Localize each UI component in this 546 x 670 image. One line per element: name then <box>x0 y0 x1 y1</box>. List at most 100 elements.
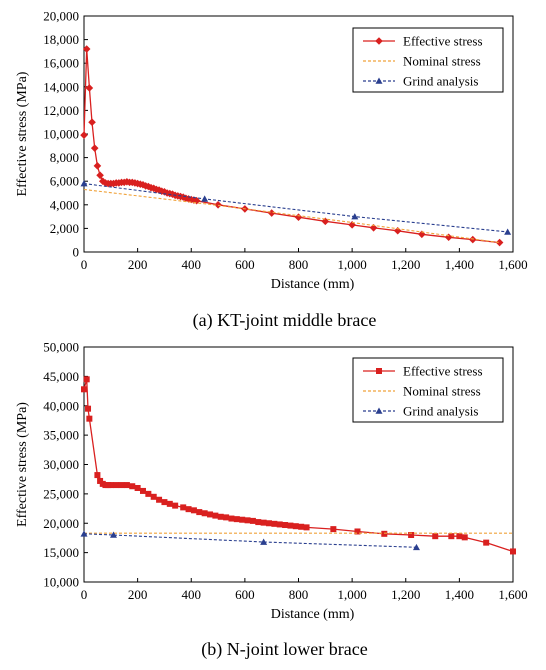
legend-label: Effective stress <box>403 364 483 379</box>
data-point <box>94 472 101 479</box>
data-point <box>96 171 104 180</box>
legend-marker <box>375 407 383 414</box>
data-point <box>381 530 388 537</box>
series-line <box>83 183 508 233</box>
data-point <box>166 500 173 507</box>
y-tick-label: 6,000 <box>50 174 79 189</box>
data-point <box>244 517 251 524</box>
data-point <box>468 235 477 244</box>
series-effective-stress <box>81 376 516 555</box>
data-point <box>212 512 219 519</box>
data-point <box>432 533 439 540</box>
y-tick-label: 16,000 <box>43 56 79 71</box>
data-point <box>412 543 420 551</box>
data-point <box>93 162 102 170</box>
legend-label: Grind analysis <box>403 74 478 89</box>
data-point <box>369 224 378 232</box>
data-point <box>271 520 278 527</box>
data-point <box>321 217 330 226</box>
data-point <box>145 490 152 497</box>
x-tick-label: 200 <box>128 587 148 602</box>
data-point <box>172 502 179 509</box>
y-tick-label: 18,000 <box>43 32 79 47</box>
y-axis-label: Effective stress (MPa) <box>15 71 30 196</box>
y-tick-label: 0 <box>73 245 80 260</box>
data-point <box>444 233 453 242</box>
data-point <box>504 228 512 235</box>
data-point <box>418 230 426 239</box>
chart-b: 10,000 15,000 20,000 25,000 30,000 35,000 40,0… <box>15 340 528 661</box>
chart-caption: (a) KT-joint middle brace <box>193 310 377 331</box>
x-tick-label: 1,600 <box>498 257 527 272</box>
legend-marker <box>375 77 383 84</box>
data-point <box>351 213 359 220</box>
data-point <box>408 532 415 538</box>
data-point <box>179 193 188 201</box>
data-point <box>81 386 87 393</box>
data-point <box>185 506 192 513</box>
data-point <box>192 196 201 205</box>
data-point <box>139 180 147 189</box>
x-tick-label: 1,200 <box>391 257 420 272</box>
x-axis-label: Distance (mm) <box>271 277 355 292</box>
x-tick-label: 600 <box>235 257 255 272</box>
data-point <box>109 531 117 538</box>
y-tick-label: 40,000 <box>43 398 79 413</box>
x-tick-label: 800 <box>289 257 309 272</box>
x-tick-label: 600 <box>235 587 255 602</box>
data-point <box>161 499 168 506</box>
data-point <box>88 118 96 126</box>
y-tick-label: 4,000 <box>50 197 79 212</box>
data-point <box>260 538 268 545</box>
data-point <box>483 539 490 546</box>
data-point <box>129 483 136 490</box>
x-axis-label: Distance (mm) <box>271 607 355 622</box>
y-tick-label: 25,000 <box>43 486 79 501</box>
data-point <box>82 45 91 53</box>
x-tick-label: 1,000 <box>338 587 367 602</box>
x-tick-label: 1,000 <box>338 257 367 272</box>
data-point <box>354 528 361 535</box>
series-line <box>83 533 417 548</box>
x-tick-label: 0 <box>81 257 88 272</box>
data-point <box>233 516 240 523</box>
data-point <box>144 182 153 191</box>
x-tick-label: 400 <box>182 257 202 272</box>
legend: Effective stress Nominal stress Grind anal… <box>352 357 504 423</box>
y-tick-label: 45,000 <box>43 369 79 384</box>
data-point <box>267 209 276 217</box>
data-point <box>85 84 94 92</box>
data-point <box>303 524 310 531</box>
y-tick-label: 10,000 <box>43 575 79 590</box>
data-point <box>495 238 504 247</box>
data-point <box>287 522 294 529</box>
data-point <box>228 515 235 522</box>
y-tick-label: 14,000 <box>43 79 79 94</box>
data-point <box>348 221 356 229</box>
legend-label: Nominal stress <box>403 54 481 69</box>
y-tick-label: 35,000 <box>43 428 79 443</box>
data-point <box>266 520 273 527</box>
data-point <box>207 511 214 518</box>
y-tick-label: 20,000 <box>43 516 79 531</box>
data-point <box>223 514 230 521</box>
series-effective-stress <box>80 45 504 247</box>
data-point <box>107 482 114 489</box>
data-point <box>239 516 246 523</box>
series-grind-analysis <box>80 530 420 551</box>
y-tick-label: 8,000 <box>50 150 79 165</box>
legend-label: Grind analysis <box>403 404 478 419</box>
data-point <box>156 496 163 503</box>
data-point <box>201 510 208 517</box>
data-point <box>217 513 224 520</box>
data-point <box>98 177 107 185</box>
series-nominal-stress <box>83 188 500 244</box>
x-tick-label: 200 <box>128 257 148 272</box>
legend-marker <box>376 368 382 374</box>
y-tick-label: 20,000 <box>43 9 79 24</box>
data-point <box>83 376 90 383</box>
y-axis-label: Effective stress (MPa) <box>15 402 30 527</box>
data-point <box>150 493 157 500</box>
data-point <box>85 405 92 412</box>
legend-label: Effective stress <box>403 34 483 49</box>
